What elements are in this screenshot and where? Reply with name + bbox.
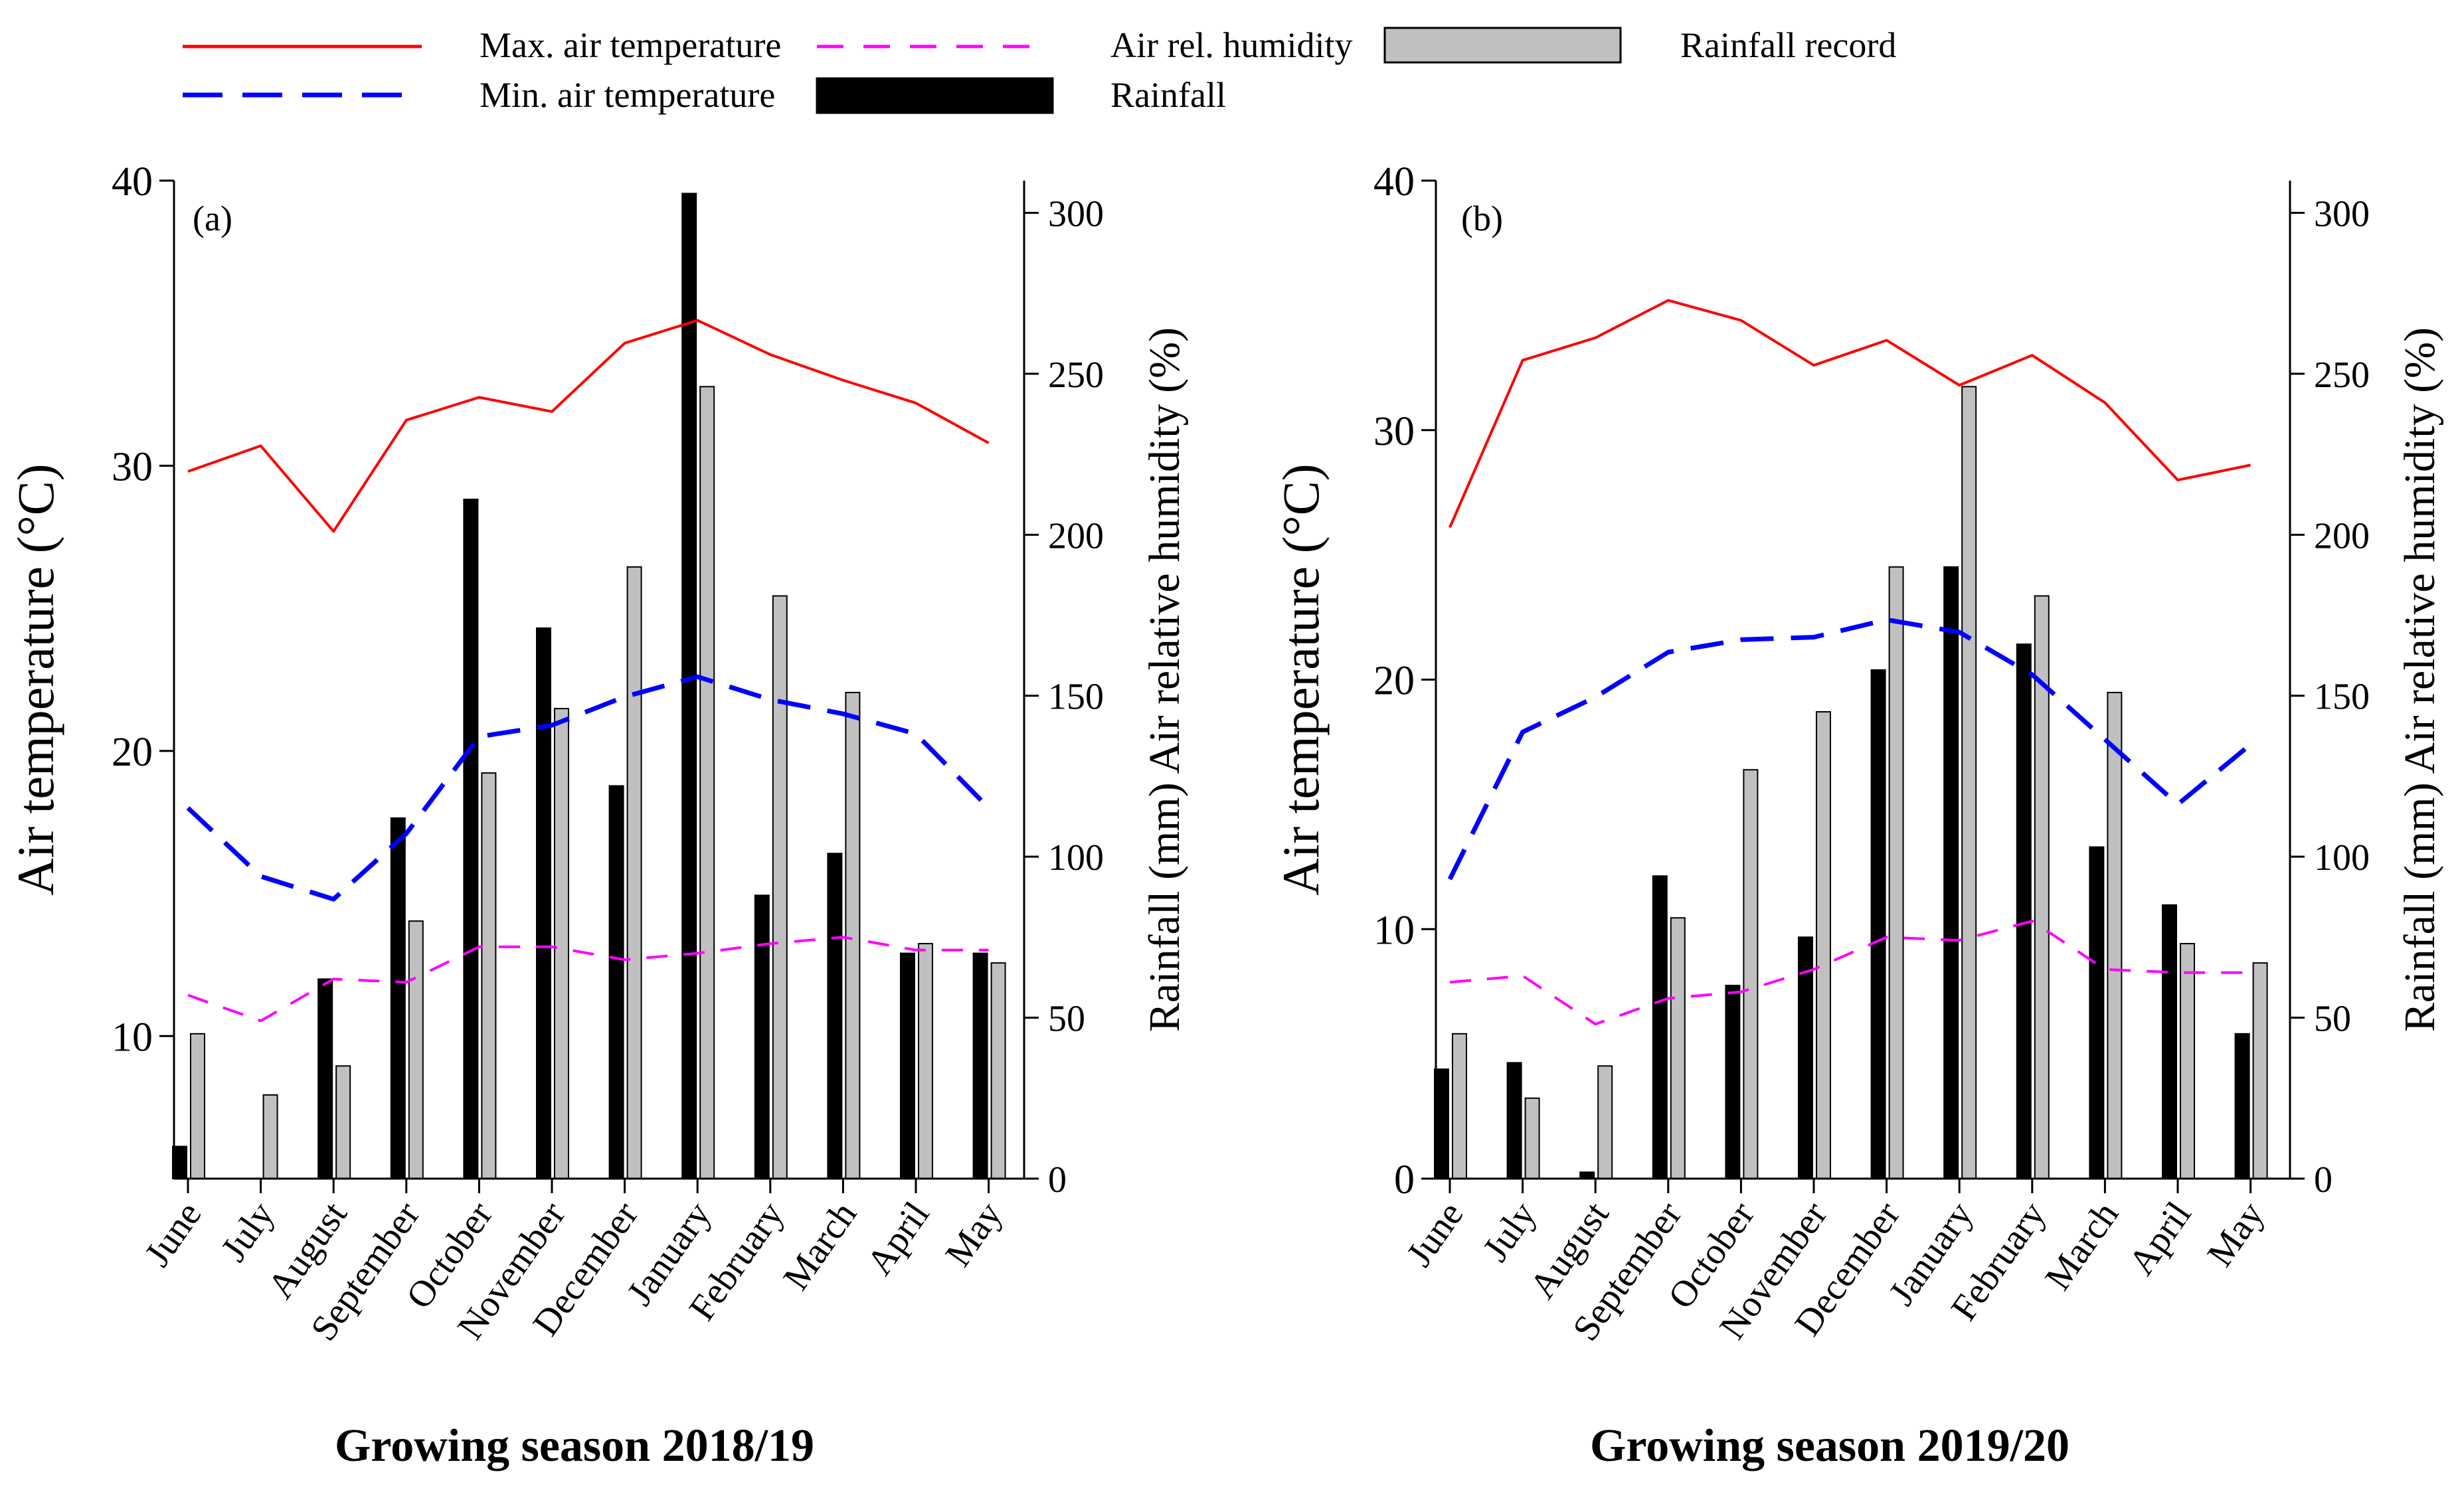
panel-b-panel-label: (b) <box>1461 199 1503 238</box>
panel-a-line-min-air-temperature <box>186 674 991 902</box>
panel-a-bar-rainfall-record-december <box>626 566 642 1179</box>
legend-label-max-temp: Max. air temperature <box>480 25 781 65</box>
panel-a-bar-rainfall-february <box>754 894 770 1179</box>
panel-b-left-tick-label-10: 10 <box>1373 908 1415 953</box>
panel-a-bar-rainfall-record-january <box>699 386 715 1179</box>
panel-a-right-tick-label-150: 150 <box>1048 677 1104 718</box>
legend-label-rainfall-record: Rainfall record <box>1680 25 1896 65</box>
panel-a-right-tick-label-50: 50 <box>1048 999 1085 1040</box>
panel-a-bar-rainfall-september <box>390 817 406 1179</box>
panel-a-title: Growing season 2018/19 <box>335 1420 814 1471</box>
panel-a-bar-rainfall-record-august <box>335 1065 351 1179</box>
panel-b-left-tick-label-40: 40 <box>1373 159 1415 205</box>
panel-a-left-tick-label-10: 10 <box>112 1015 153 1060</box>
panel-a-right-tick-label-0: 0 <box>1048 1159 1067 1201</box>
panel-b-right-tick-label-100: 100 <box>2314 837 2370 878</box>
panel-b-series-rainfall <box>1434 566 2250 1180</box>
panel-b-bar-rainfall-december <box>1870 669 1886 1179</box>
panel-b-right-tick-label-0: 0 <box>2314 1159 2332 1201</box>
legend-item-humidity: Air rel. humidity <box>817 25 1352 65</box>
panel-b-right-tick-label-300: 300 <box>2314 193 2370 234</box>
panel-a-left-tick-label-20: 20 <box>112 730 153 775</box>
legend-swatch-rainfall-record <box>1383 27 1622 64</box>
panel-b-bar-rainfall-record-july <box>1524 1097 1540 1179</box>
panel-a-series-rainfall-record <box>190 386 1006 1180</box>
panel-b-right-tick-label-200: 200 <box>2314 515 2370 556</box>
panel-a-left-axis-title: Air temperature (°C) <box>7 463 64 896</box>
panel-b-line-max-air-temperature <box>1449 299 2251 529</box>
panel-b-left-tick-label-0: 0 <box>1394 1157 1415 1203</box>
panel-a-bar-rainfall-record-april <box>918 943 933 1179</box>
panel-b-line-min-air-temperature <box>1447 617 2252 880</box>
panel-a-bar-rainfall-record-june <box>190 1033 205 1180</box>
panel-a-bar-rainfall-record-july <box>262 1094 278 1179</box>
panel-b-left-tick-label-20: 20 <box>1373 659 1415 704</box>
panel-b-series-rainfall-record <box>1452 386 2268 1180</box>
panel-b-right-tick-label-150: 150 <box>2314 677 2370 718</box>
panel-a-right-tick-label-300: 300 <box>1048 193 1104 234</box>
panel-b-bar-rainfall-record-april <box>2180 943 2195 1179</box>
panel-a-bar-rainfall-january <box>681 193 697 1179</box>
panel-a-right-tick-label-200: 200 <box>1048 515 1104 556</box>
panel-a-left-tick-label-40: 40 <box>112 159 153 205</box>
panel-b-right-axis-title: Rainfall (mm) Air relative humidity (%) <box>2396 327 2444 1032</box>
panel-b-bar-rainfall-october <box>1725 985 1741 1180</box>
panel-a-bar-rainfall-august <box>317 978 333 1180</box>
panel-a-bar-rainfall-april <box>900 952 915 1179</box>
legend-label-humidity: Air rel. humidity <box>1110 25 1352 65</box>
panel-b-bar-rainfall-record-november <box>1816 710 1831 1179</box>
panel-a-panel-label: (a) <box>193 199 232 238</box>
panel-b-bar-rainfall-april <box>2162 904 2177 1179</box>
panel-a-line-air-rel-humidity <box>187 936 989 1023</box>
legend-label-min-temp: Min. air temperature <box>480 75 775 115</box>
panel-a-bar-rainfall-december <box>608 785 624 1180</box>
panel-b-bar-rainfall-september <box>1652 875 1668 1179</box>
panel-a-bar-rainfall-record-november <box>554 708 569 1179</box>
panel-a-right-tick-label-250: 250 <box>1048 355 1104 396</box>
panel-b-left-axis-title: Air temperature (°C) <box>1272 463 1330 896</box>
panel-a-line-max-air-temperature <box>187 319 990 533</box>
legend-item-rainfall-record: Rainfall record <box>1383 25 1896 65</box>
legend-swatch-rainfall <box>816 77 1054 114</box>
legend-item-max-temp: Max. air temperature <box>183 25 781 65</box>
panel-b-bar-rainfall-march <box>2089 846 2105 1179</box>
panel-b-line-air-rel-humidity <box>1449 920 2251 1026</box>
legend-item-min-temp: Min. air temperature <box>183 75 775 115</box>
panel-b-right-tick-label-250: 250 <box>2314 355 2370 396</box>
panel-b-bar-rainfall-record-january <box>1961 386 1977 1179</box>
panel-a-bar-rainfall-may <box>972 952 988 1179</box>
panel-b-bar-rainfall-record-october <box>1743 769 1759 1180</box>
panel-b-title: Growing season 2019/20 <box>1590 1420 2069 1471</box>
panel-a-left-tick-label-30: 30 <box>112 444 153 489</box>
panel-a-bar-rainfall-record-march <box>845 691 861 1179</box>
panel-b-left-tick-label-30: 30 <box>1373 409 1415 454</box>
panel-b-bar-rainfall-record-may <box>2252 962 2268 1180</box>
panel-b-bar-rainfall-january <box>1943 566 1959 1179</box>
legend: Max. air temperature Min. air temperatur… <box>183 25 1896 115</box>
panel-b-bar-rainfall-may <box>2234 1033 2250 1180</box>
panel-b-bar-rainfall-record-june <box>1452 1033 1467 1180</box>
panel-b-bar-rainfall-record-august <box>1597 1065 1613 1179</box>
panel-b-bar-rainfall-record-september <box>1670 917 1686 1179</box>
panel-a-bar-rainfall-record-february <box>772 595 788 1179</box>
panel-b-right-tick-label-50: 50 <box>2314 999 2351 1040</box>
panel-a-right-axis-title: Rainfall (mm) Air relative humidity (%) <box>1140 327 1189 1032</box>
panel-a-right-tick-label-100: 100 <box>1048 837 1104 878</box>
panel-a-bar-rainfall-march <box>827 853 843 1179</box>
panel-a-bar-rainfall-record-october <box>481 772 497 1180</box>
legend-label-rainfall: Rainfall <box>1110 75 1226 115</box>
panel-a-bar-rainfall-record-september <box>408 920 424 1179</box>
legend-item-rainfall: Rainfall <box>816 75 1226 115</box>
panel-b-bar-rainfall-record-december <box>1888 566 1904 1179</box>
panel-a-bar-rainfall-october <box>463 498 479 1179</box>
panel-b-bar-rainfall-july <box>1506 1062 1522 1179</box>
panel-b-bar-rainfall-february <box>2016 643 2032 1179</box>
panel-a-bar-rainfall-november <box>536 627 551 1179</box>
panel-b-bar-rainfall-record-march <box>2107 691 2123 1179</box>
panel-a-bar-rainfall-record-may <box>990 962 1006 1180</box>
